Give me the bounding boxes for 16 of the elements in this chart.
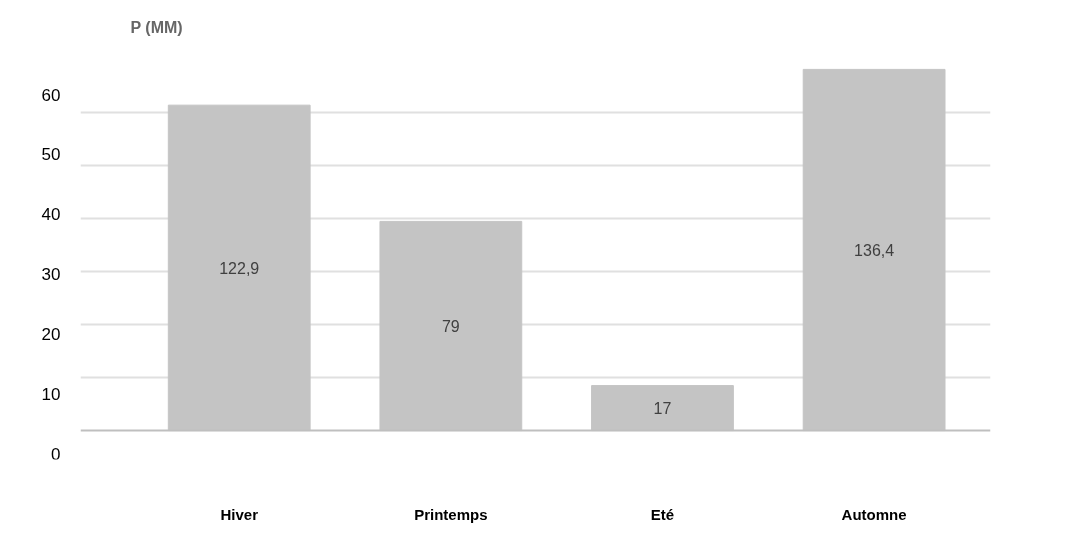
- text: 60: [41, 85, 61, 105]
- data-label: 136,4: [854, 242, 895, 259]
- text: 50: [41, 145, 61, 165]
- data-label: 122,9: [219, 259, 260, 277]
- text: 20: [41, 324, 61, 344]
- x-tick-label: Eté: [650, 505, 675, 523]
- x-tick-label: Automne: [841, 505, 907, 523]
- text: 30: [41, 265, 61, 284]
- data-label: 79: [441, 318, 460, 335]
- text: 0: [51, 444, 61, 464]
- x-tick-label: Hiver: [220, 505, 259, 523]
- data-label: 17: [653, 400, 672, 418]
- y-axis-title: P (MM): [130, 18, 183, 36]
- text: 40: [41, 205, 61, 225]
- x-tick-label: Printemps: [414, 505, 488, 523]
- text: 10: [41, 384, 61, 404]
